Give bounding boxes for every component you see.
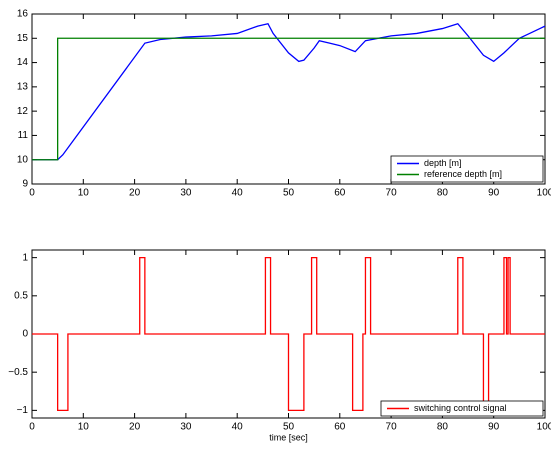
y-tick-label: 10 (17, 154, 29, 165)
x-tick-label: 0 (29, 422, 35, 433)
x-tick-label: 100 (537, 422, 551, 433)
x-tick-label: 90 (488, 422, 500, 433)
y-tick-label: 14 (17, 57, 29, 68)
x-tick-label: 30 (180, 422, 192, 433)
x-tick-label: 80 (437, 188, 449, 199)
legend-label: depth [m] (424, 158, 462, 168)
y-tick-label: 11 (18, 130, 29, 141)
x-tick-label: 100 (537, 188, 551, 199)
x-tick-label: 10 (78, 188, 90, 199)
legend-label: reference depth [m] (424, 169, 502, 179)
x-tick-label: 40 (232, 188, 244, 199)
x-tick-label: 80 (437, 422, 449, 433)
x-tick-label: 50 (283, 422, 295, 433)
x-tick-label: 70 (386, 188, 398, 199)
x-tick-label: 40 (232, 422, 244, 433)
x-tick-label: 0 (29, 188, 35, 199)
y-tick-label: 13 (17, 81, 29, 92)
x-tick-label: 20 (129, 422, 141, 433)
x-tick-label: 70 (386, 422, 398, 433)
series-line (32, 22, 545, 161)
x-tick-label: 20 (129, 188, 141, 199)
y-tick-label: −0.5 (8, 367, 28, 378)
x-tick-label: 30 (180, 188, 192, 199)
y-tick-label: 15 (17, 33, 29, 44)
y-tick-label: 0.5 (14, 290, 28, 301)
x-axis-label: time [sec] (269, 432, 308, 442)
series-line (32, 256, 545, 412)
y-tick-label: −1 (17, 405, 29, 416)
y-tick-label: 12 (17, 106, 29, 117)
y-tick-label: 0 (22, 329, 28, 340)
y-tick-label: 9 (22, 179, 28, 190)
x-tick-label: 60 (334, 188, 346, 199)
y-tick-label: 1 (22, 252, 28, 263)
x-tick-label: 60 (334, 422, 346, 433)
legend-label: switching control signal (414, 403, 507, 413)
series-line (32, 37, 545, 161)
x-tick-label: 10 (78, 422, 90, 433)
x-tick-label: 90 (488, 188, 500, 199)
legend-box (380, 400, 544, 417)
legend-box (390, 155, 544, 183)
y-tick-label: 16 (17, 9, 29, 20)
x-tick-label: 50 (283, 188, 295, 199)
